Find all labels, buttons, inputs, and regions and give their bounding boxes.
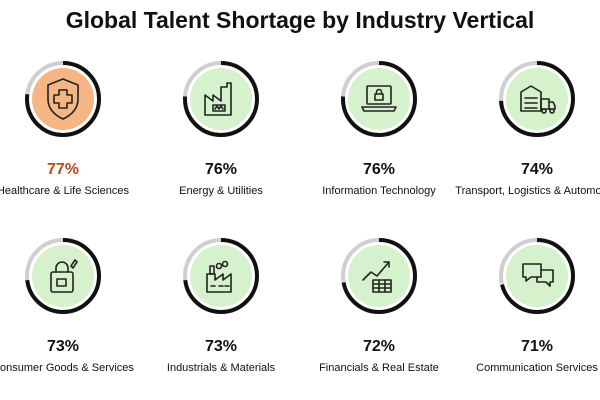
laptop-lock-icon: [361, 85, 397, 112]
ring-arc: [25, 61, 101, 137]
icon-disc: [506, 245, 568, 307]
industry-label: Consumer Goods & Services: [0, 362, 134, 374]
progress-ring: [499, 238, 575, 314]
industry-label: Healthcare & Life Sciences: [0, 185, 130, 197]
progress-ring: [499, 61, 575, 137]
industry-label: Information Technology: [322, 185, 436, 197]
percentage-value: 73%: [46, 338, 80, 355]
progress-ring: [341, 61, 417, 137]
shield-cross-icon: [47, 78, 79, 120]
industry-label: Communication Services: [476, 362, 598, 374]
percentage-value: 77%: [46, 161, 80, 178]
progress-ring: [25, 61, 101, 137]
ring-arc: [341, 61, 417, 137]
ring-arc: [499, 238, 575, 314]
icon-disc: [506, 68, 568, 130]
percentage-value: 76%: [362, 161, 396, 178]
icon-disc: [348, 245, 410, 307]
progress-ring: [25, 238, 101, 314]
factory-icon: [204, 82, 232, 116]
industry-label: Energy & Utilities: [179, 185, 263, 197]
ring-arc: [341, 238, 417, 314]
industry-label: Financials & Real Estate: [319, 362, 439, 374]
icon-disc: [32, 68, 94, 130]
ring-arc: [499, 61, 575, 137]
icon-disc: [32, 245, 94, 307]
icon-disc: [348, 68, 410, 130]
ring-arc: [183, 61, 259, 137]
progress-ring: [341, 238, 417, 314]
percentage-value: 71%: [520, 338, 554, 355]
percentage-value: 72%: [362, 338, 396, 355]
ring-arc: [25, 238, 101, 314]
progress-ring: [183, 61, 259, 137]
progress-ring: [183, 238, 259, 314]
chart-title: Global Talent Shortage by Industry Verti…: [65, 7, 535, 33]
percentage-value: 74%: [520, 161, 554, 178]
chat-bubbles-icon: [522, 263, 554, 287]
industrial-plant-icon: [206, 260, 232, 293]
warehouse-truck-icon: [520, 85, 556, 114]
percentage-value: 73%: [204, 338, 238, 355]
percentage-value: 76%: [204, 161, 238, 178]
industry-label: Industrials & Materials: [166, 362, 276, 374]
ring-arc: [183, 238, 259, 314]
shopping-bag-icon: [50, 259, 78, 293]
industry-label: Transport, Logistics & Automotive: [455, 185, 600, 197]
growth-chart-icon: [362, 261, 392, 293]
